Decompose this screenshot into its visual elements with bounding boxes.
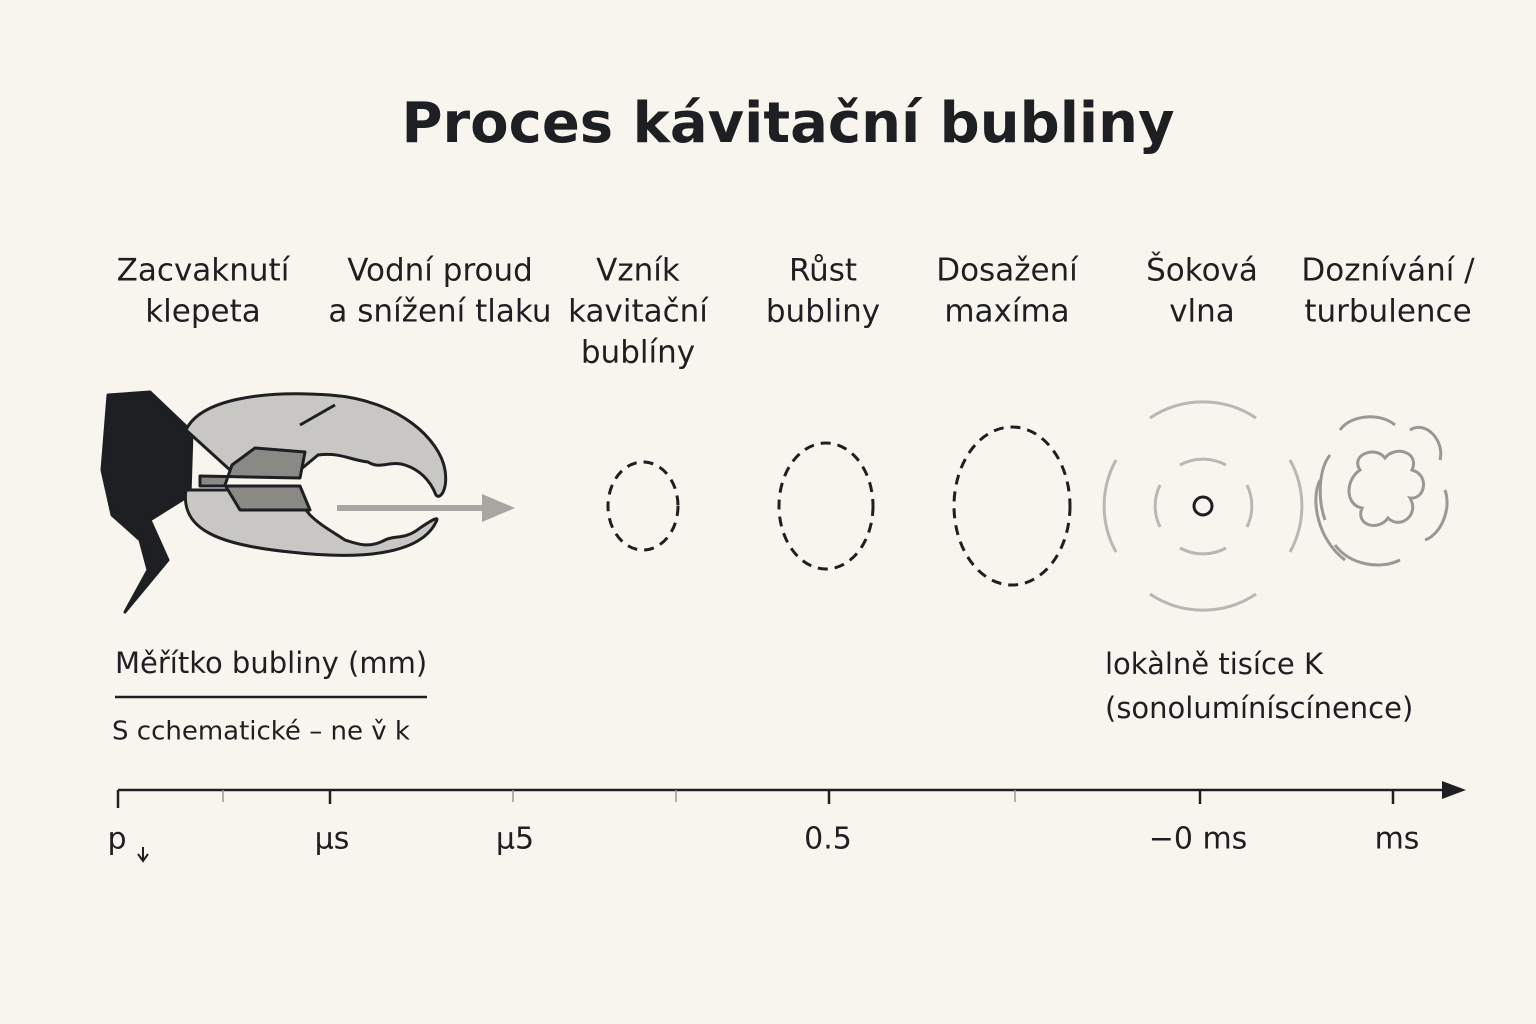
stage-label: Šoková xyxy=(1146,252,1258,289)
stage-label: bublíny xyxy=(581,335,695,371)
axis-labels: p µs µ5 0.5 −0 ms ms xyxy=(107,822,1419,857)
stage-label: vlna xyxy=(1169,294,1235,330)
bubbles xyxy=(606,425,1072,587)
turbulence xyxy=(1314,415,1449,567)
stage-label: Vodní proud xyxy=(347,253,533,289)
title: Proces kávitační bubliny xyxy=(402,91,1175,156)
flow-arrow-head xyxy=(482,494,515,522)
stage-label: maxíma xyxy=(944,294,1069,330)
axis-label: ms xyxy=(1375,822,1420,857)
stage-label: Dosažení xyxy=(936,253,1079,289)
stage-label: turbulence xyxy=(1304,294,1471,330)
stage-label: Zacvaknutí xyxy=(117,253,291,289)
bubble-medium xyxy=(777,441,875,571)
time-axis xyxy=(116,788,1450,808)
axis-arrow xyxy=(1442,781,1466,799)
stage-label: Růst xyxy=(789,253,857,289)
down-arrow xyxy=(137,847,149,863)
axis-label: µs xyxy=(315,822,350,857)
bubble-max xyxy=(952,425,1072,587)
stage-label: bubliny xyxy=(766,294,880,330)
annotation-line: lokàlně tisíce K xyxy=(1105,647,1324,681)
stage-labels: Zacvaknutí klepeta Vodní proud a snížení tl… xyxy=(117,252,1476,371)
stage-label: Doznívání / xyxy=(1301,253,1475,289)
stage-label: klepeta xyxy=(145,294,261,330)
axis-label: −0 ms xyxy=(1149,822,1248,857)
stage-label: Vzník xyxy=(596,253,680,289)
axis-label: 0.5 xyxy=(804,822,852,857)
axis-label: p xyxy=(107,822,126,857)
scale-label: Měřítko bubliny (mm) xyxy=(115,646,427,680)
scale-note: S cchematické – ne v̌ k xyxy=(112,717,410,747)
shock-wave xyxy=(1102,400,1304,612)
annotation-line: (sonolumíníscínence) xyxy=(1105,691,1413,725)
bubble-small xyxy=(606,460,680,552)
axis-label: µ5 xyxy=(496,822,534,857)
stage-label: a snížení tlaku xyxy=(328,294,551,330)
stage-label: kavitační xyxy=(568,294,709,330)
claw-illustration xyxy=(100,390,448,614)
